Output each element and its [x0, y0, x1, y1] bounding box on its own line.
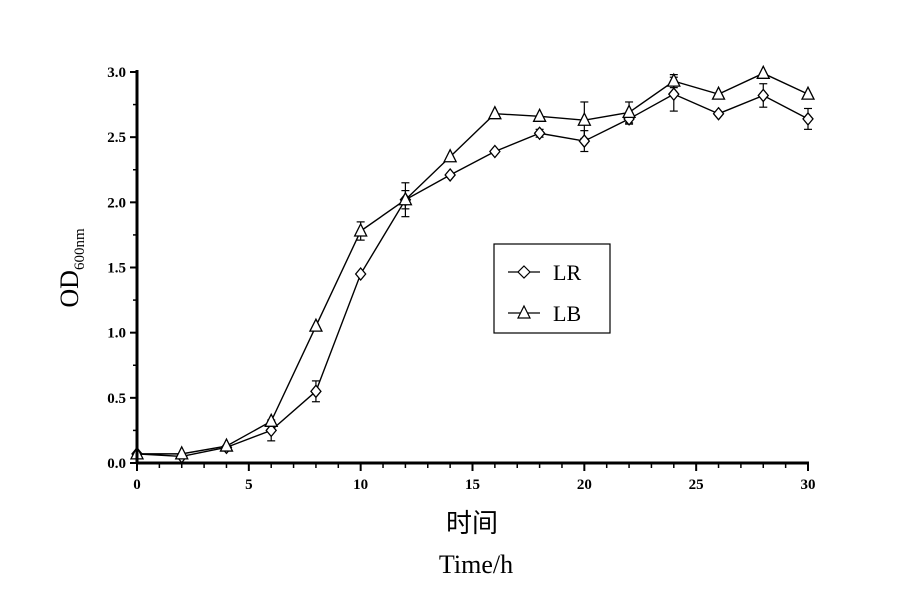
data-markers [129, 64, 816, 464]
data-point-lr [667, 87, 680, 102]
x-tick-label: 5 [245, 477, 253, 493]
y-tick-label: 3.0 [107, 65, 126, 81]
data-point-lb [308, 317, 323, 332]
data-point-lb [219, 437, 234, 452]
y-tick-label: 0.5 [107, 391, 126, 407]
legend: LR LB [493, 243, 611, 334]
data-point-lb [756, 64, 771, 79]
series-lines [136, 72, 809, 458]
x-tick-label: 15 [465, 477, 480, 493]
y-tick-label: 2.5 [107, 130, 126, 146]
data-point-lr [578, 134, 591, 149]
data-point-lb [264, 412, 279, 427]
data-point-lb [398, 191, 413, 206]
data-point-lb [487, 105, 502, 120]
legend-box [493, 243, 611, 334]
x-tick-label: 20 [577, 477, 592, 493]
data-point-lb [577, 111, 592, 126]
y-tick-label: 0.0 [107, 456, 126, 472]
data-point-lr [310, 384, 322, 399]
data-point-lr [712, 106, 725, 121]
data-point-lr [265, 423, 278, 438]
data-point-lr [802, 111, 814, 126]
series-line-lr [136, 93, 809, 458]
y-tick-label: 1.5 [107, 261, 126, 277]
x-tick-label: 25 [689, 477, 704, 493]
legend-label-lr: LR [553, 260, 581, 285]
data-point-lr [533, 126, 546, 141]
data-point-lr [757, 88, 770, 103]
x-tick-label: 10 [353, 477, 368, 493]
y-tick-label: 1.0 [107, 326, 126, 342]
data-point-lr [444, 167, 456, 182]
x-axis-title-cn: 时间 [446, 509, 498, 538]
series-line-lb [137, 72, 809, 455]
data-point-lb [622, 103, 637, 119]
y-tick-label: 2.0 [107, 195, 126, 211]
data-point-lb [711, 85, 726, 100]
legend-marker-lb [517, 304, 531, 319]
y-axis-title-main: OD [55, 270, 84, 308]
data-point-lr [489, 144, 501, 159]
data-point-lb [443, 148, 458, 163]
x-tick-label: 30 [801, 477, 816, 493]
data-point-lr [354, 267, 367, 282]
axes: 0.0 0.5 1.0 1.5 2.0 2.5 3.0 0 5 10 15 20 25 30 [107, 65, 815, 493]
legend-label-lb: LB [553, 301, 581, 326]
y-axis-title: OD600nm [55, 228, 88, 308]
y-axis-title-subscript: 600nm [72, 228, 88, 270]
data-point-lb [353, 222, 368, 237]
data-point-lb [174, 445, 189, 460]
legend-marker-lr [517, 265, 531, 279]
x-tick-label: 0 [133, 477, 141, 493]
data-point-lb [800, 85, 816, 100]
data-point-lb [532, 107, 547, 122]
x-axis-title: Time/h [439, 550, 513, 579]
data-point-lb [666, 72, 681, 87]
